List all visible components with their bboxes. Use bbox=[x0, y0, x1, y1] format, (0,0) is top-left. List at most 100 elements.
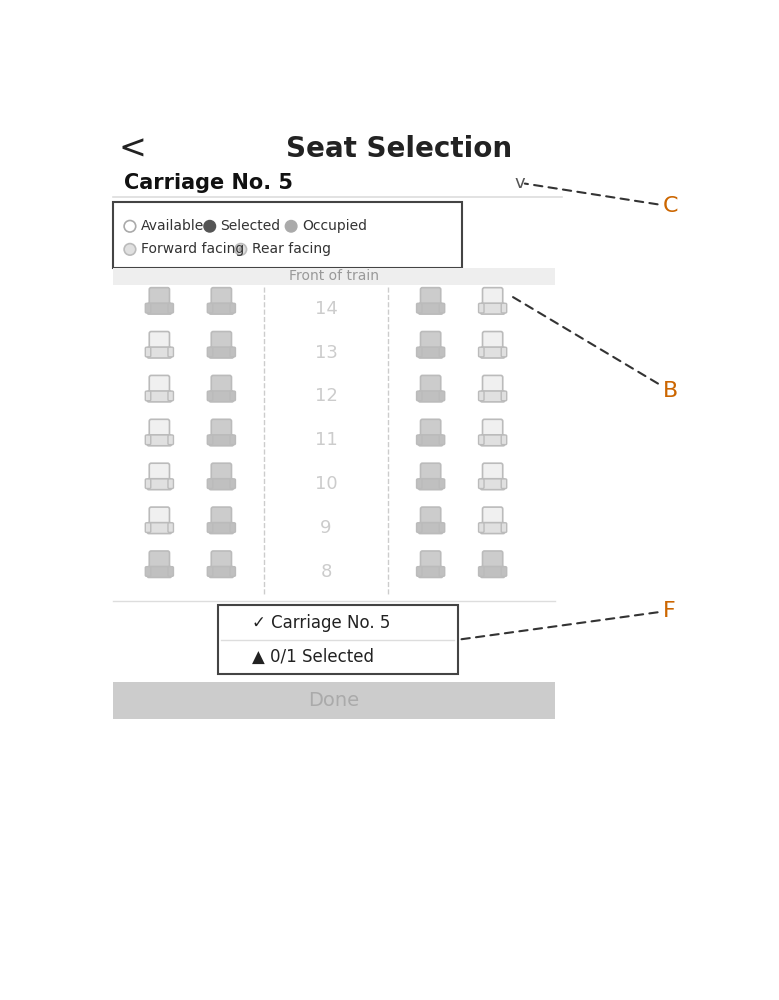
FancyBboxPatch shape bbox=[146, 347, 151, 357]
FancyBboxPatch shape bbox=[168, 391, 174, 401]
FancyBboxPatch shape bbox=[147, 347, 171, 358]
FancyBboxPatch shape bbox=[146, 435, 151, 445]
FancyBboxPatch shape bbox=[113, 682, 555, 719]
FancyBboxPatch shape bbox=[478, 479, 484, 489]
Text: Available: Available bbox=[141, 219, 204, 233]
FancyBboxPatch shape bbox=[113, 202, 462, 268]
Text: Carriage No. 5: Carriage No. 5 bbox=[125, 173, 294, 193]
FancyBboxPatch shape bbox=[482, 288, 502, 305]
FancyBboxPatch shape bbox=[146, 303, 151, 313]
FancyBboxPatch shape bbox=[482, 419, 502, 437]
FancyBboxPatch shape bbox=[501, 303, 506, 313]
Circle shape bbox=[238, 247, 243, 252]
FancyBboxPatch shape bbox=[230, 435, 235, 445]
Text: ✓ Carriage No. 5: ✓ Carriage No. 5 bbox=[252, 614, 391, 632]
Circle shape bbox=[124, 220, 136, 232]
FancyBboxPatch shape bbox=[150, 375, 170, 393]
FancyBboxPatch shape bbox=[168, 479, 174, 489]
Text: Selected: Selected bbox=[220, 219, 280, 233]
FancyBboxPatch shape bbox=[501, 435, 506, 445]
FancyBboxPatch shape bbox=[207, 523, 213, 532]
FancyBboxPatch shape bbox=[418, 479, 442, 490]
FancyBboxPatch shape bbox=[207, 391, 213, 401]
FancyBboxPatch shape bbox=[217, 605, 458, 674]
FancyBboxPatch shape bbox=[230, 347, 235, 357]
FancyBboxPatch shape bbox=[210, 435, 234, 446]
FancyBboxPatch shape bbox=[168, 435, 174, 445]
FancyBboxPatch shape bbox=[168, 303, 174, 313]
FancyBboxPatch shape bbox=[150, 507, 170, 525]
FancyBboxPatch shape bbox=[481, 523, 505, 534]
FancyBboxPatch shape bbox=[478, 303, 484, 313]
FancyBboxPatch shape bbox=[439, 303, 445, 313]
Text: F: F bbox=[460, 601, 676, 639]
FancyBboxPatch shape bbox=[168, 347, 174, 357]
FancyBboxPatch shape bbox=[501, 479, 506, 489]
FancyBboxPatch shape bbox=[421, 375, 441, 393]
FancyBboxPatch shape bbox=[211, 463, 231, 481]
FancyBboxPatch shape bbox=[210, 523, 234, 534]
FancyBboxPatch shape bbox=[418, 391, 442, 402]
FancyBboxPatch shape bbox=[211, 551, 231, 568]
FancyBboxPatch shape bbox=[211, 375, 231, 393]
FancyBboxPatch shape bbox=[211, 288, 231, 305]
Text: Seat Selection: Seat Selection bbox=[286, 135, 512, 163]
FancyBboxPatch shape bbox=[150, 288, 170, 305]
FancyBboxPatch shape bbox=[211, 419, 231, 437]
FancyBboxPatch shape bbox=[418, 567, 442, 577]
FancyBboxPatch shape bbox=[207, 347, 213, 357]
FancyBboxPatch shape bbox=[146, 567, 151, 576]
Circle shape bbox=[235, 244, 247, 255]
FancyBboxPatch shape bbox=[482, 551, 502, 568]
Text: B: B bbox=[509, 295, 679, 401]
FancyBboxPatch shape bbox=[211, 332, 231, 349]
Text: 14: 14 bbox=[315, 300, 337, 318]
FancyBboxPatch shape bbox=[439, 523, 445, 532]
FancyBboxPatch shape bbox=[150, 419, 170, 437]
Text: Done: Done bbox=[308, 691, 359, 710]
FancyBboxPatch shape bbox=[418, 347, 442, 358]
FancyBboxPatch shape bbox=[478, 435, 484, 445]
Text: 9: 9 bbox=[320, 519, 332, 537]
FancyBboxPatch shape bbox=[421, 551, 441, 568]
FancyBboxPatch shape bbox=[113, 268, 555, 285]
FancyBboxPatch shape bbox=[478, 391, 484, 401]
FancyBboxPatch shape bbox=[417, 523, 422, 532]
FancyBboxPatch shape bbox=[150, 463, 170, 481]
FancyBboxPatch shape bbox=[147, 523, 171, 534]
Text: Front of train: Front of train bbox=[289, 269, 379, 283]
Circle shape bbox=[124, 244, 136, 255]
FancyBboxPatch shape bbox=[501, 347, 506, 357]
FancyBboxPatch shape bbox=[481, 567, 505, 577]
FancyBboxPatch shape bbox=[230, 567, 235, 576]
Text: Rear facing: Rear facing bbox=[252, 242, 330, 256]
FancyBboxPatch shape bbox=[168, 567, 174, 576]
Text: 10: 10 bbox=[315, 475, 337, 493]
Circle shape bbox=[285, 220, 297, 232]
FancyBboxPatch shape bbox=[481, 479, 505, 490]
FancyBboxPatch shape bbox=[210, 567, 234, 577]
Text: 13: 13 bbox=[315, 344, 337, 362]
Text: 12: 12 bbox=[315, 387, 337, 405]
FancyBboxPatch shape bbox=[230, 391, 235, 401]
FancyBboxPatch shape bbox=[501, 391, 506, 401]
FancyBboxPatch shape bbox=[478, 347, 484, 357]
FancyBboxPatch shape bbox=[482, 332, 502, 349]
FancyBboxPatch shape bbox=[481, 391, 505, 402]
FancyBboxPatch shape bbox=[478, 567, 484, 576]
FancyBboxPatch shape bbox=[417, 391, 422, 401]
FancyBboxPatch shape bbox=[421, 463, 441, 481]
FancyBboxPatch shape bbox=[146, 479, 151, 489]
Text: <: < bbox=[118, 133, 146, 166]
FancyBboxPatch shape bbox=[418, 303, 442, 314]
FancyBboxPatch shape bbox=[146, 391, 151, 401]
FancyBboxPatch shape bbox=[147, 567, 171, 577]
FancyBboxPatch shape bbox=[230, 479, 235, 489]
FancyBboxPatch shape bbox=[147, 479, 171, 490]
FancyBboxPatch shape bbox=[439, 391, 445, 401]
Text: v: v bbox=[514, 174, 525, 192]
FancyBboxPatch shape bbox=[417, 303, 422, 313]
FancyBboxPatch shape bbox=[207, 479, 213, 489]
FancyBboxPatch shape bbox=[501, 523, 506, 532]
FancyBboxPatch shape bbox=[439, 567, 445, 576]
